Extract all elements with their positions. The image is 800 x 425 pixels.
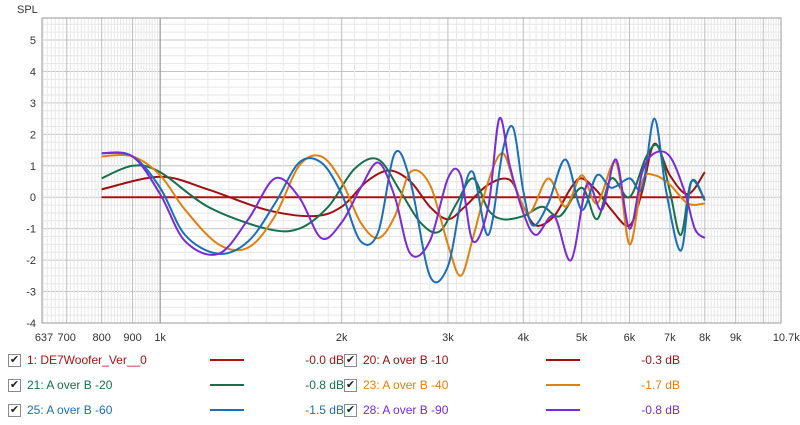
legend: ✔ 1: DE7Woofer_Ver__0 -0.0 dB ✔ 20: A over B… xyxy=(0,350,800,425)
legend-checkbox[interactable]: ✔ xyxy=(344,353,357,367)
x-tick-label: 637 xyxy=(35,332,53,344)
legend-color-swatch xyxy=(210,409,244,411)
legend-series-name: 28: A over B -90 xyxy=(363,403,449,417)
y-axis-label: SPL xyxy=(17,4,38,16)
y-tick-label: 3 xyxy=(30,98,36,110)
legend-checkbox[interactable]: ✔ xyxy=(344,403,357,417)
x-tick-label: 8k xyxy=(699,332,711,344)
y-tick-label: -2 xyxy=(26,255,36,267)
legend-value: -0.8 dB xyxy=(305,378,344,392)
x-tick-label: 2k xyxy=(336,332,348,344)
legend-checkbox[interactable]: ✔ xyxy=(344,378,357,392)
grid-lines xyxy=(42,18,782,324)
legend-series-name: 21: A over B -20 xyxy=(27,378,113,392)
legend-item[interactable]: ✔ 28: A over B -90 -0.8 dB xyxy=(336,400,726,420)
legend-color-swatch xyxy=(210,384,244,386)
x-tick-label: 7k xyxy=(664,332,676,344)
legend-item[interactable]: ✔ 21: A over B -20 -0.8 dB xyxy=(0,375,390,395)
spl-chart: SPL -4 -3 -2 -1 0 1 2 3 4 5 637 700 800 900 1k 2k 3k 4k 5… xyxy=(17,4,800,344)
legend-color-swatch xyxy=(210,359,244,361)
legend-item[interactable]: ✔ 20: A over B -10 -0.3 dB xyxy=(336,350,726,370)
x-tick-label: 900 xyxy=(123,332,141,344)
y-tick-label: 5 xyxy=(30,35,36,47)
series-lines xyxy=(101,117,706,284)
legend-color-swatch xyxy=(546,384,580,386)
x-axis-ticks: 637 700 800 900 1k 2k 3k 4k 5k 6k 7k 8k 9k 10.7kHz xyxy=(35,332,800,344)
x-tick-label: 5k xyxy=(576,332,588,344)
x-tick-label: 4k xyxy=(517,332,529,344)
series-line-6 xyxy=(101,117,706,262)
y-axis-ticks: -4 -3 -2 -1 0 1 2 3 4 5 xyxy=(26,35,36,330)
x-tick-label: 10.7kHz xyxy=(773,332,800,344)
y-tick-label: 0 xyxy=(30,192,36,204)
legend-series-name: 23: A over B -40 xyxy=(363,378,449,392)
legend-item[interactable]: ✔ 25: A over B -60 -1.5 dB xyxy=(0,400,390,420)
legend-value: -1.5 dB xyxy=(305,403,344,417)
legend-item[interactable]: ✔ 23: A over B -40 -1.7 dB xyxy=(336,375,726,395)
x-tick-label: 3k xyxy=(442,332,454,344)
legend-checkbox[interactable]: ✔ xyxy=(8,378,21,392)
legend-value: -0.8 dB xyxy=(641,403,680,417)
legend-series-name: 1: DE7Woofer_Ver__0 xyxy=(27,353,147,367)
x-tick-label: 1k xyxy=(154,332,166,344)
legend-series-name: 20: A over B -10 xyxy=(363,353,449,367)
plot-frame xyxy=(41,17,782,324)
series-line-4 xyxy=(101,152,705,277)
legend-value: -0.3 dB xyxy=(641,353,680,367)
legend-color-swatch xyxy=(546,409,580,411)
series-line-5 xyxy=(101,117,706,284)
y-tick-label: -3 xyxy=(26,287,36,299)
legend-series-name: 25: A over B -60 xyxy=(27,403,113,417)
legend-value: -0.0 dB xyxy=(305,353,344,367)
legend-checkbox[interactable]: ✔ xyxy=(8,353,21,367)
legend-checkbox[interactable]: ✔ xyxy=(8,403,21,417)
y-tick-label: 2 xyxy=(30,129,36,141)
x-tick-label: 800 xyxy=(93,332,111,344)
legend-item[interactable]: ✔ 1: DE7Woofer_Ver__0 -0.0 dB xyxy=(0,350,390,370)
y-tick-label: -1 xyxy=(26,224,36,236)
y-tick-label: 4 xyxy=(30,66,36,78)
legend-value: -1.7 dB xyxy=(641,378,680,392)
x-tick-label: 700 xyxy=(58,332,76,344)
legend-color-swatch xyxy=(546,359,580,361)
x-tick-label: 6k xyxy=(624,332,636,344)
y-tick-label: 1 xyxy=(30,161,36,173)
y-tick-label: -4 xyxy=(26,318,36,330)
x-tick-label: 9k xyxy=(730,332,742,344)
